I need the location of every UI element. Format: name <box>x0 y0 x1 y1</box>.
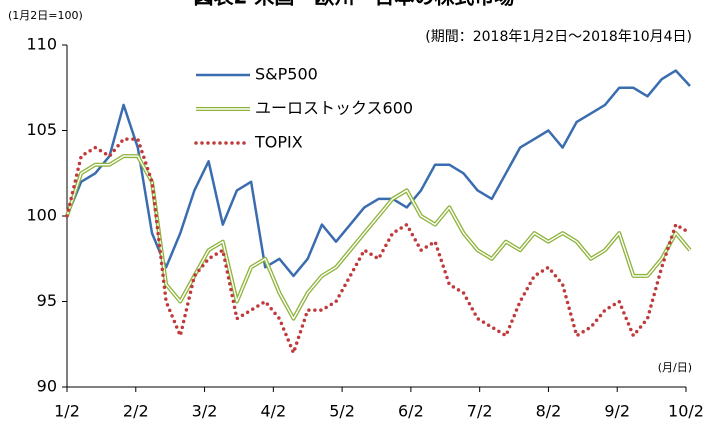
line-series <box>65 137 692 358</box>
chart-title: 図表2 米国・欧州・日本の株式市場 <box>194 0 515 9</box>
x-tick-label: 7/2 <box>467 402 493 421</box>
x-tick-label: 6/2 <box>398 402 424 421</box>
legend-label: TOPIX <box>254 133 303 152</box>
y-tick-label: 90 <box>37 377 57 396</box>
legend-label: ユーロストックス600 <box>255 99 413 118</box>
legend-label: S&P500 <box>255 65 318 84</box>
period-note: (期間：2018年1月2日～2018年10月4日) <box>425 29 692 45</box>
x-tick-label: 5/2 <box>329 402 355 421</box>
line-series <box>65 154 692 321</box>
line-series <box>65 69 691 278</box>
x-tick-label: 9/2 <box>604 402 630 421</box>
y-tick-label: 95 <box>37 291 57 310</box>
y-tick-label: 100 <box>26 206 57 225</box>
x-tick-label: 10/2 <box>668 402 704 421</box>
y-note: (1月2日=100) <box>8 9 83 22</box>
y-tick-label: 110 <box>26 35 57 54</box>
x-tick-label: 4/2 <box>260 402 286 421</box>
x-tick-label: 2/2 <box>123 402 149 421</box>
line-series-inner <box>66 155 691 320</box>
x-tick-label: 1/2 <box>54 402 80 421</box>
y-tick-label: 105 <box>26 120 57 139</box>
x-tick-label: 8/2 <box>536 402 562 421</box>
x-tick-label: 3/2 <box>192 402 218 421</box>
x-note: (月/日) <box>658 361 692 374</box>
